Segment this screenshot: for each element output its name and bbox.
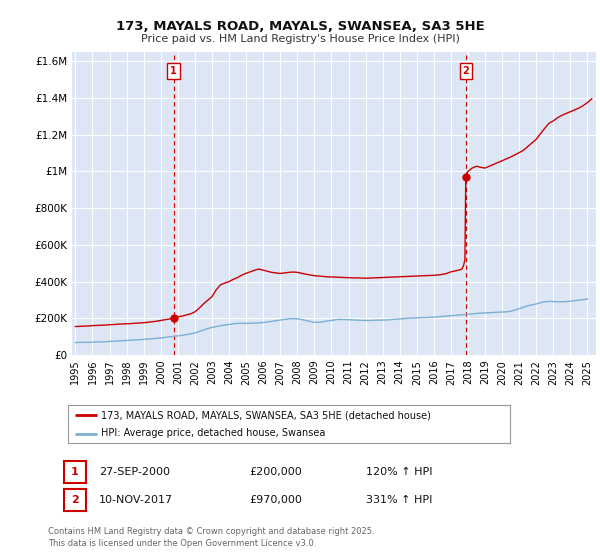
Text: 2: 2 (463, 66, 469, 76)
Text: Contains HM Land Registry data © Crown copyright and database right 2025.
This d: Contains HM Land Registry data © Crown c… (48, 527, 374, 548)
Text: 120% ↑ HPI: 120% ↑ HPI (366, 467, 433, 477)
Text: £970,000: £970,000 (249, 495, 302, 505)
Text: 1: 1 (71, 467, 79, 477)
Text: 27-SEP-2000: 27-SEP-2000 (99, 467, 170, 477)
Text: Price paid vs. HM Land Registry's House Price Index (HPI): Price paid vs. HM Land Registry's House … (140, 34, 460, 44)
Text: 1: 1 (170, 66, 177, 76)
Text: HPI: Average price, detached house, Swansea: HPI: Average price, detached house, Swan… (101, 428, 326, 438)
Text: 173, MAYALS ROAD, MAYALS, SWANSEA, SA3 5HE: 173, MAYALS ROAD, MAYALS, SWANSEA, SA3 5… (116, 20, 484, 33)
Text: 10-NOV-2017: 10-NOV-2017 (99, 495, 173, 505)
Text: £200,000: £200,000 (249, 467, 302, 477)
Text: 331% ↑ HPI: 331% ↑ HPI (366, 495, 433, 505)
Text: 173, MAYALS ROAD, MAYALS, SWANSEA, SA3 5HE (detached house): 173, MAYALS ROAD, MAYALS, SWANSEA, SA3 5… (101, 410, 431, 420)
Text: 2: 2 (71, 495, 79, 505)
